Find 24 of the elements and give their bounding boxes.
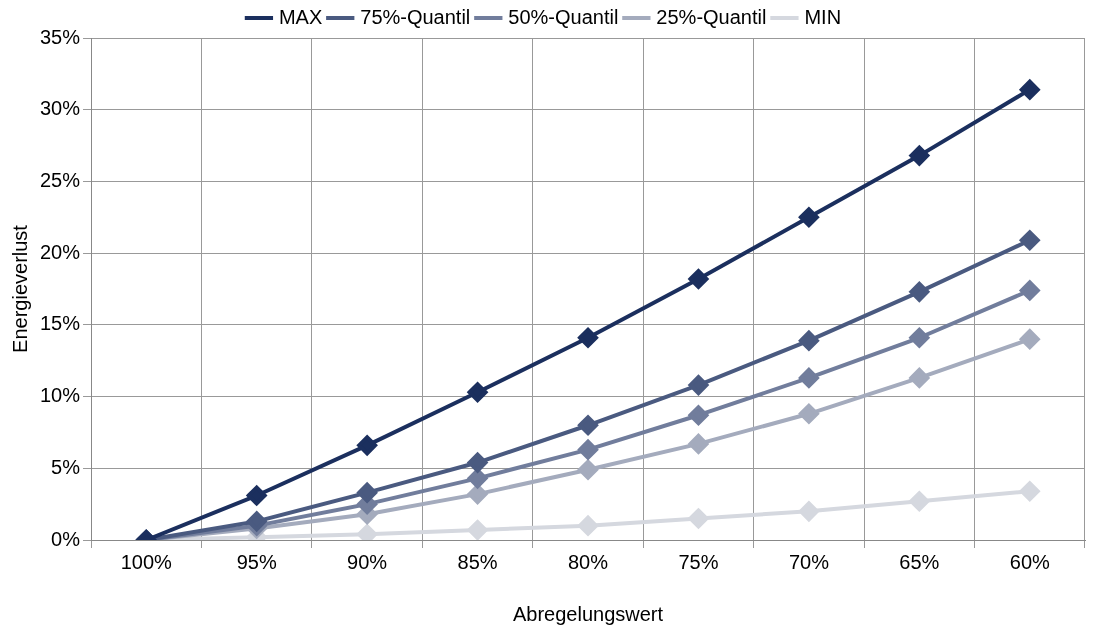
x-tick-label: 90% xyxy=(347,550,388,573)
legend-label: MAX xyxy=(278,5,323,28)
x-tick-label: 75% xyxy=(678,550,719,573)
y-tick-label: 30% xyxy=(40,97,81,120)
y-tick-label: 10% xyxy=(40,384,81,407)
x-tick-label: 70% xyxy=(788,550,830,573)
x-tick-label: 100% xyxy=(120,550,173,573)
legend-label: 50%-Quantil xyxy=(508,5,619,28)
y-tick-label: 35% xyxy=(40,25,81,48)
y-tick-label: 15% xyxy=(40,312,81,335)
x-tick-label: 80% xyxy=(568,550,609,573)
y-tick-label: 0% xyxy=(51,527,81,550)
y-tick-label: 20% xyxy=(40,240,81,263)
y-axis-title: Energieverlust xyxy=(8,224,31,353)
x-tick-label: 65% xyxy=(899,550,940,573)
x-tick-label: 85% xyxy=(457,550,498,573)
y-tick-label: 25% xyxy=(40,168,81,191)
x-tick-label: 95% xyxy=(236,550,277,573)
x-axis-title: Abregelungswert xyxy=(512,602,664,625)
legend-label: 75%-Quantil xyxy=(360,5,471,28)
legend-label: MIN xyxy=(804,5,842,28)
x-tick-label: 60% xyxy=(1009,550,1051,573)
y-tick-label: 5% xyxy=(51,455,81,478)
legend-label: 25%-Quantil xyxy=(656,5,767,28)
